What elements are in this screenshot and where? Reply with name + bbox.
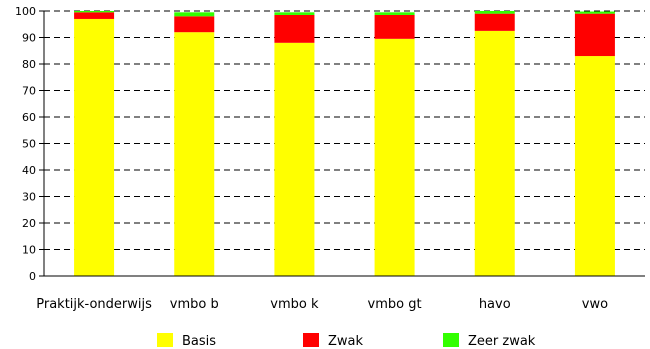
- bar-segment-basis-5: [574, 56, 615, 276]
- bar-segment-zwak-0: [74, 12, 115, 19]
- x-tick-label: vmbo k: [270, 297, 319, 312]
- y-tick-label: 90: [22, 32, 36, 45]
- bar-segment-zwak-4: [474, 13, 515, 31]
- x-tick-label: havo: [479, 297, 511, 312]
- y-tick-label: 20: [22, 217, 36, 230]
- y-tick-label: 50: [22, 138, 36, 151]
- legend: Basis Zwak Zeer zwak: [157, 333, 536, 349]
- bar-segment-zwak-1: [174, 16, 215, 33]
- bar-segment-zeer-zwak-5: [574, 11, 615, 14]
- y-tick-label: 0: [29, 270, 36, 283]
- bar-segment-basis-4: [474, 30, 515, 276]
- x-tick-label: vwo: [582, 297, 608, 312]
- y-tick-label: 100: [15, 5, 36, 18]
- legend-label: Basis: [182, 334, 216, 349]
- bar-segment-basis-1: [174, 32, 215, 277]
- x-tick-label: Praktijk-onderwijs: [36, 297, 152, 312]
- grid-lines: [44, 10, 645, 250]
- bar-segment-zwak-2: [274, 14, 315, 43]
- bars: [74, 11, 615, 277]
- y-tick-label: 60: [22, 111, 36, 124]
- x-tick-label: vmbo b: [170, 297, 219, 312]
- bar-segment-zeer-zwak-3: [374, 12, 415, 15]
- bar-segment-zwak-5: [574, 13, 615, 57]
- legend-swatch-basis: [157, 333, 173, 347]
- legend-swatch-zeer-zwak: [443, 333, 459, 347]
- bar-segment-basis-3: [374, 38, 415, 277]
- y-tick-label: 30: [22, 191, 36, 204]
- y-tick-label: 70: [22, 85, 36, 98]
- bar-segment-basis-2: [274, 42, 315, 276]
- legend-label: Zeer zwak: [468, 334, 536, 349]
- x-tick-label: vmbo gt: [368, 297, 422, 312]
- y-tick-label: 40: [22, 164, 36, 177]
- legend-label: Zwak: [328, 334, 364, 349]
- bar-segment-zeer-zwak-2: [274, 12, 315, 15]
- y-tick-label: 10: [22, 244, 36, 257]
- y-tick-labels: 0 10 20 30 40 50 60 70 80 90 100: [15, 5, 44, 283]
- bar-segment-basis-0: [74, 18, 115, 276]
- bar-segment-zeer-zwak-1: [174, 12, 215, 17]
- bar-segment-zeer-zwak-0: [74, 11, 115, 13]
- x-tick-labels: Praktijk-onderwijs vmbo b vmbo k vmbo gt hav…: [36, 297, 608, 312]
- y-tick-label: 80: [22, 58, 36, 71]
- bar-segment-zwak-3: [374, 14, 415, 39]
- bar-segment-zeer-zwak-4: [474, 11, 515, 14]
- legend-swatch-zwak: [303, 333, 319, 347]
